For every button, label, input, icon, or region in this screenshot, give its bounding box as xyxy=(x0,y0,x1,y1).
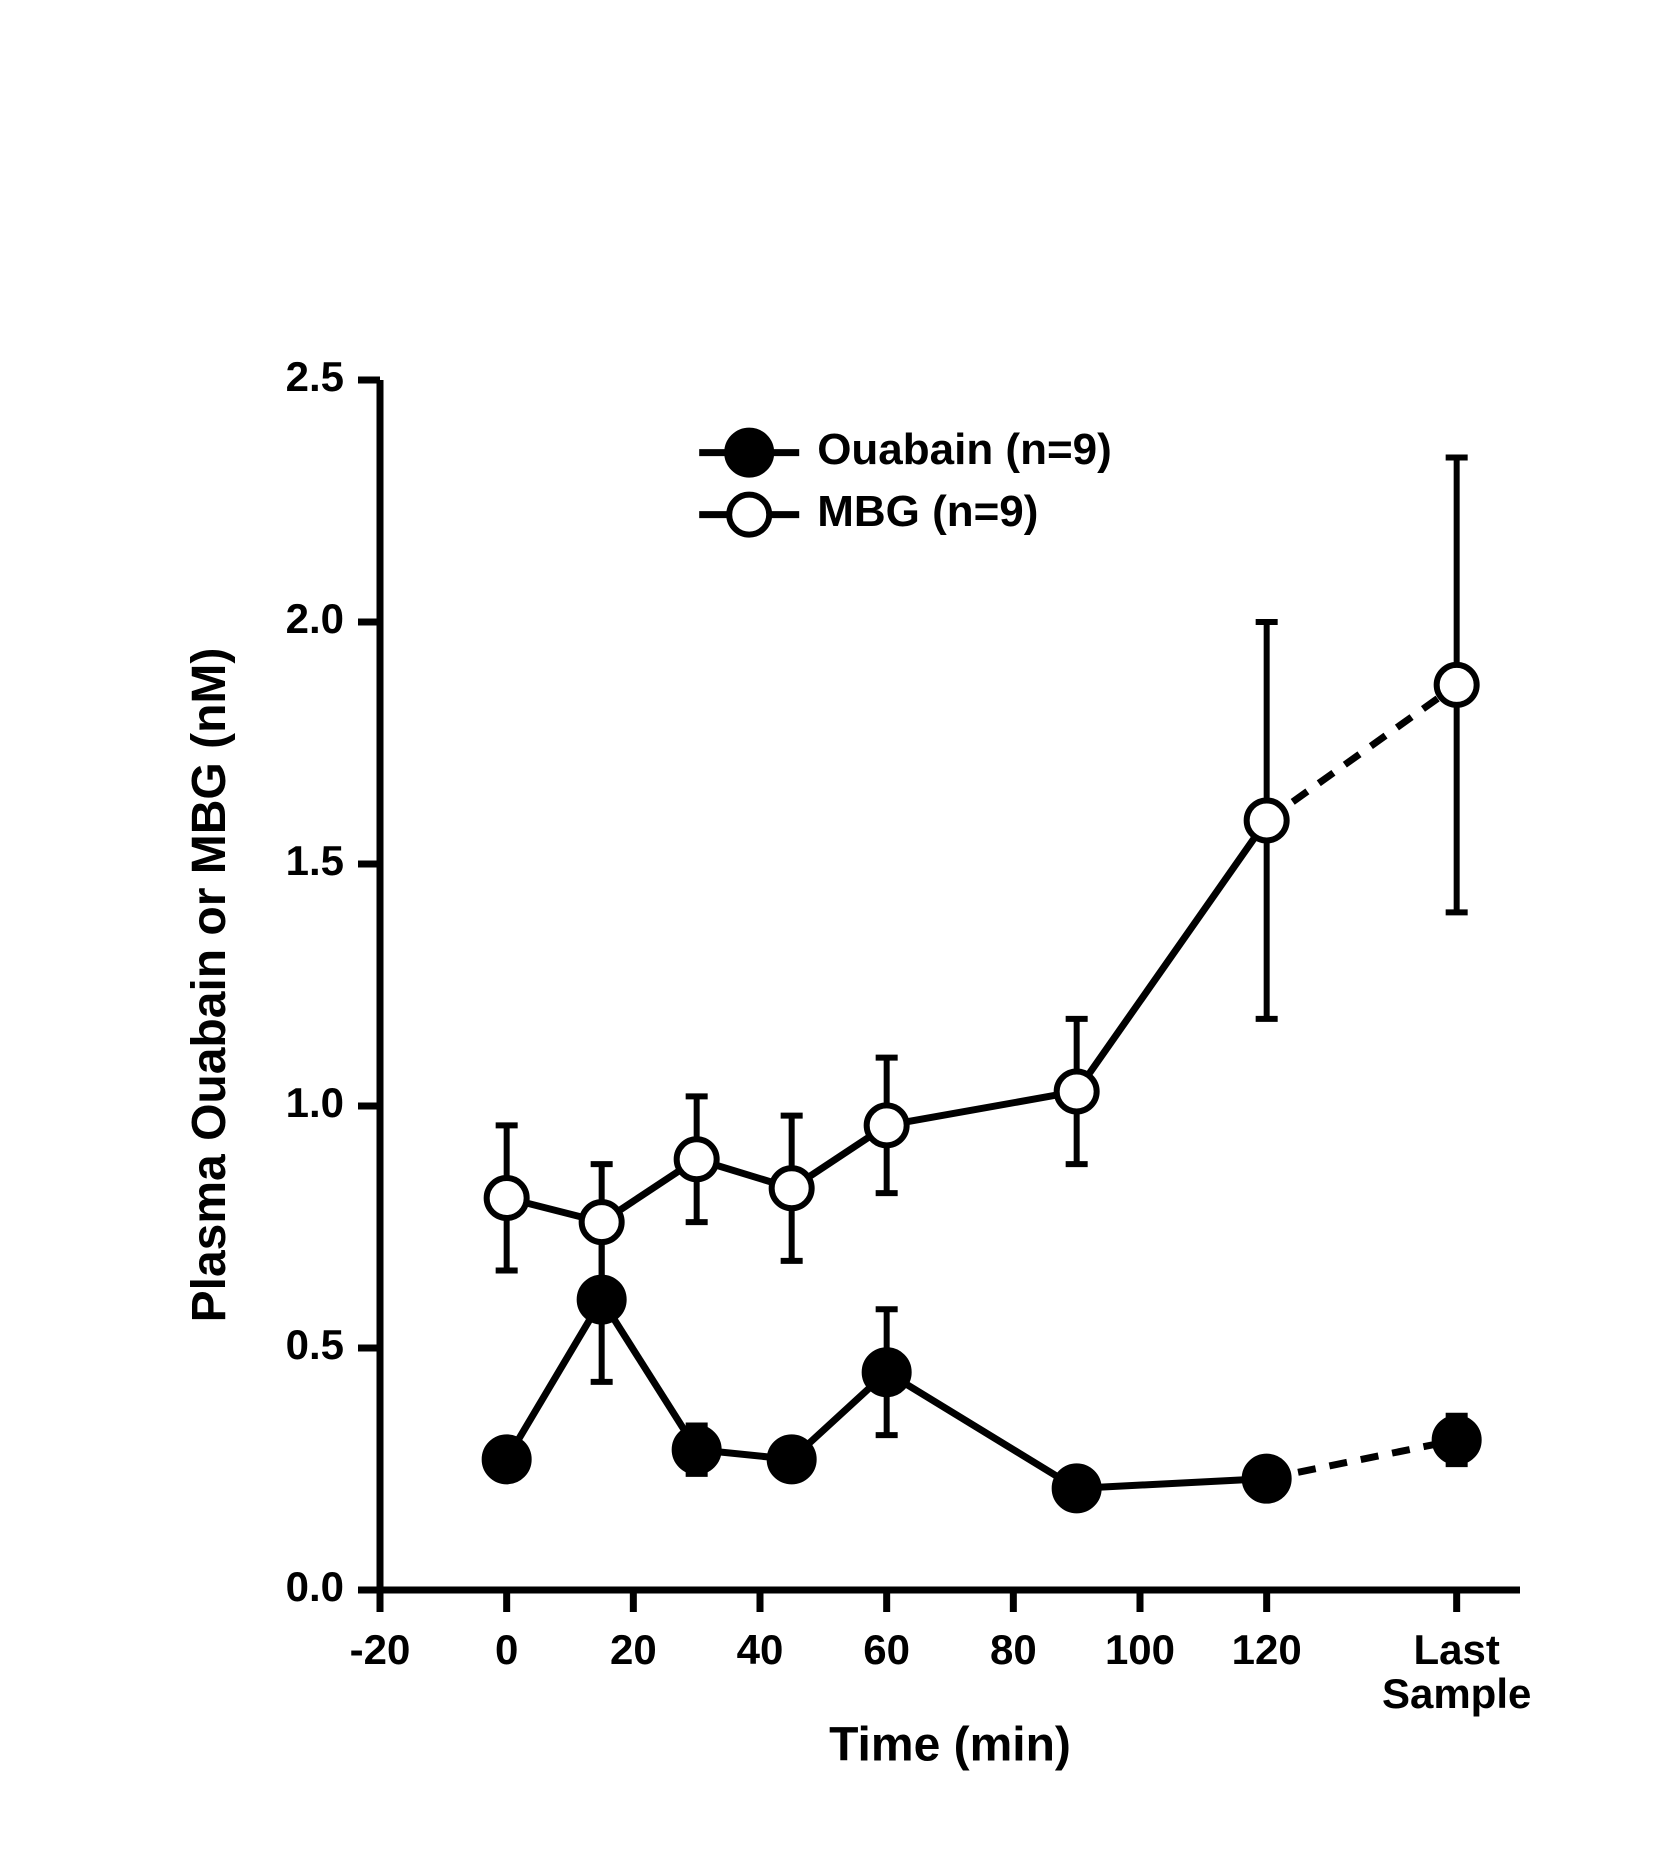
data-point xyxy=(772,1168,812,1208)
x-tick-label: Last xyxy=(1413,1626,1499,1673)
data-point xyxy=(1245,1457,1289,1501)
x-tick-label: 120 xyxy=(1232,1626,1302,1673)
x-tick-label: -20 xyxy=(350,1626,411,1673)
x-tick-label: 0 xyxy=(495,1626,518,1673)
y-tick-label: 1.5 xyxy=(286,837,344,884)
legend-label: Ouabain (n=9) xyxy=(817,425,1112,474)
y-axis-label: Plasma Ouabain or MBG (nM) xyxy=(183,648,236,1323)
data-point xyxy=(485,1437,529,1481)
x-tick-label: 100 xyxy=(1105,1626,1175,1673)
data-point xyxy=(865,1350,909,1394)
x-tick-label: 60 xyxy=(863,1626,910,1673)
data-point xyxy=(580,1278,624,1322)
data-point xyxy=(1247,800,1287,840)
plasma-ouabain-mbg-chart: 0.0 0.5 1.0 1.5 2.0 2.5 -20 0 20 40 60 80 100 120 Last… xyxy=(0,0,1659,1862)
data-point xyxy=(487,1178,527,1218)
data-point xyxy=(1057,1071,1097,1111)
y-tick-label: 1.0 xyxy=(286,1079,344,1126)
x-tick-label: 20 xyxy=(610,1626,657,1673)
y-tick-label: 0.5 xyxy=(286,1321,344,1368)
legend-marker xyxy=(729,495,769,535)
x-tick-label: 40 xyxy=(737,1626,784,1673)
data-point xyxy=(675,1428,719,1472)
y-tick-label: 0.0 xyxy=(286,1563,344,1610)
data-point xyxy=(1055,1466,1099,1510)
data-point xyxy=(582,1202,622,1242)
data-point xyxy=(1437,665,1477,705)
x-axis-label: Time (min) xyxy=(829,1718,1071,1771)
legend-marker xyxy=(727,431,771,475)
x-tick-label: 80 xyxy=(990,1626,1037,1673)
x-tick-label: Sample xyxy=(1382,1670,1531,1717)
data-point xyxy=(1435,1418,1479,1462)
legend-label: MBG (n=9) xyxy=(817,487,1038,536)
y-tick-label: 2.5 xyxy=(286,353,344,400)
y-tick-label: 2.0 xyxy=(286,595,344,642)
data-point xyxy=(770,1437,814,1481)
data-point xyxy=(867,1105,907,1145)
data-point xyxy=(677,1139,717,1179)
